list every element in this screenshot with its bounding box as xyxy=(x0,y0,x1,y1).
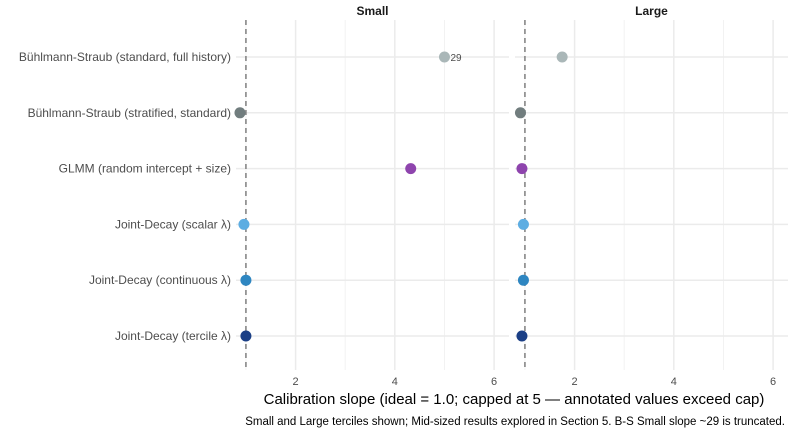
category-label: Bühlmann-Straub (stratified, standard) xyxy=(28,106,231,120)
category-label: Bühlmann-Straub (standard, full history) xyxy=(19,50,231,64)
facet-title: Large xyxy=(635,4,668,18)
facets: Small 2 4 6 29 Large 2 4 6 xyxy=(234,4,788,388)
x-tick-label: 4 xyxy=(671,376,677,388)
facet-panel-small: Small 2 4 6 29 xyxy=(234,4,509,388)
category-labels: Bühlmann-Straub (standard, full history)… xyxy=(19,50,231,343)
facet-panel-large: Large 2 4 6 xyxy=(514,4,788,388)
data-point xyxy=(517,218,529,230)
category-label: Joint-Decay (continuous λ) xyxy=(89,273,231,287)
x-tick-label: 6 xyxy=(770,376,776,388)
category-label: Joint-Decay (tercile λ) xyxy=(115,329,231,343)
x-tick-label: 4 xyxy=(392,376,398,388)
data-point xyxy=(438,51,450,63)
data-point xyxy=(240,274,252,286)
x-axis-label: Calibration slope (ideal = 1.0; capped a… xyxy=(264,391,765,408)
facet-title: Small xyxy=(356,4,388,18)
chart-caption: Small and Large terciles shown; Mid-size… xyxy=(245,416,785,428)
data-point xyxy=(517,274,529,286)
x-tick-label: 2 xyxy=(572,376,578,388)
data-point xyxy=(514,107,526,119)
data-point xyxy=(556,51,568,63)
x-tick-label: 6 xyxy=(491,376,497,388)
data-point xyxy=(516,330,528,342)
category-label: GLMM (random intercept + size) xyxy=(59,162,231,176)
data-point xyxy=(234,107,246,119)
category-label: Joint-Decay (scalar λ) xyxy=(115,217,231,231)
data-point xyxy=(240,330,252,342)
data-point xyxy=(405,163,417,175)
x-tick-label: 2 xyxy=(293,376,299,388)
data-point xyxy=(238,218,250,230)
value-annotation: 29 xyxy=(450,53,462,64)
data-point xyxy=(516,163,528,175)
